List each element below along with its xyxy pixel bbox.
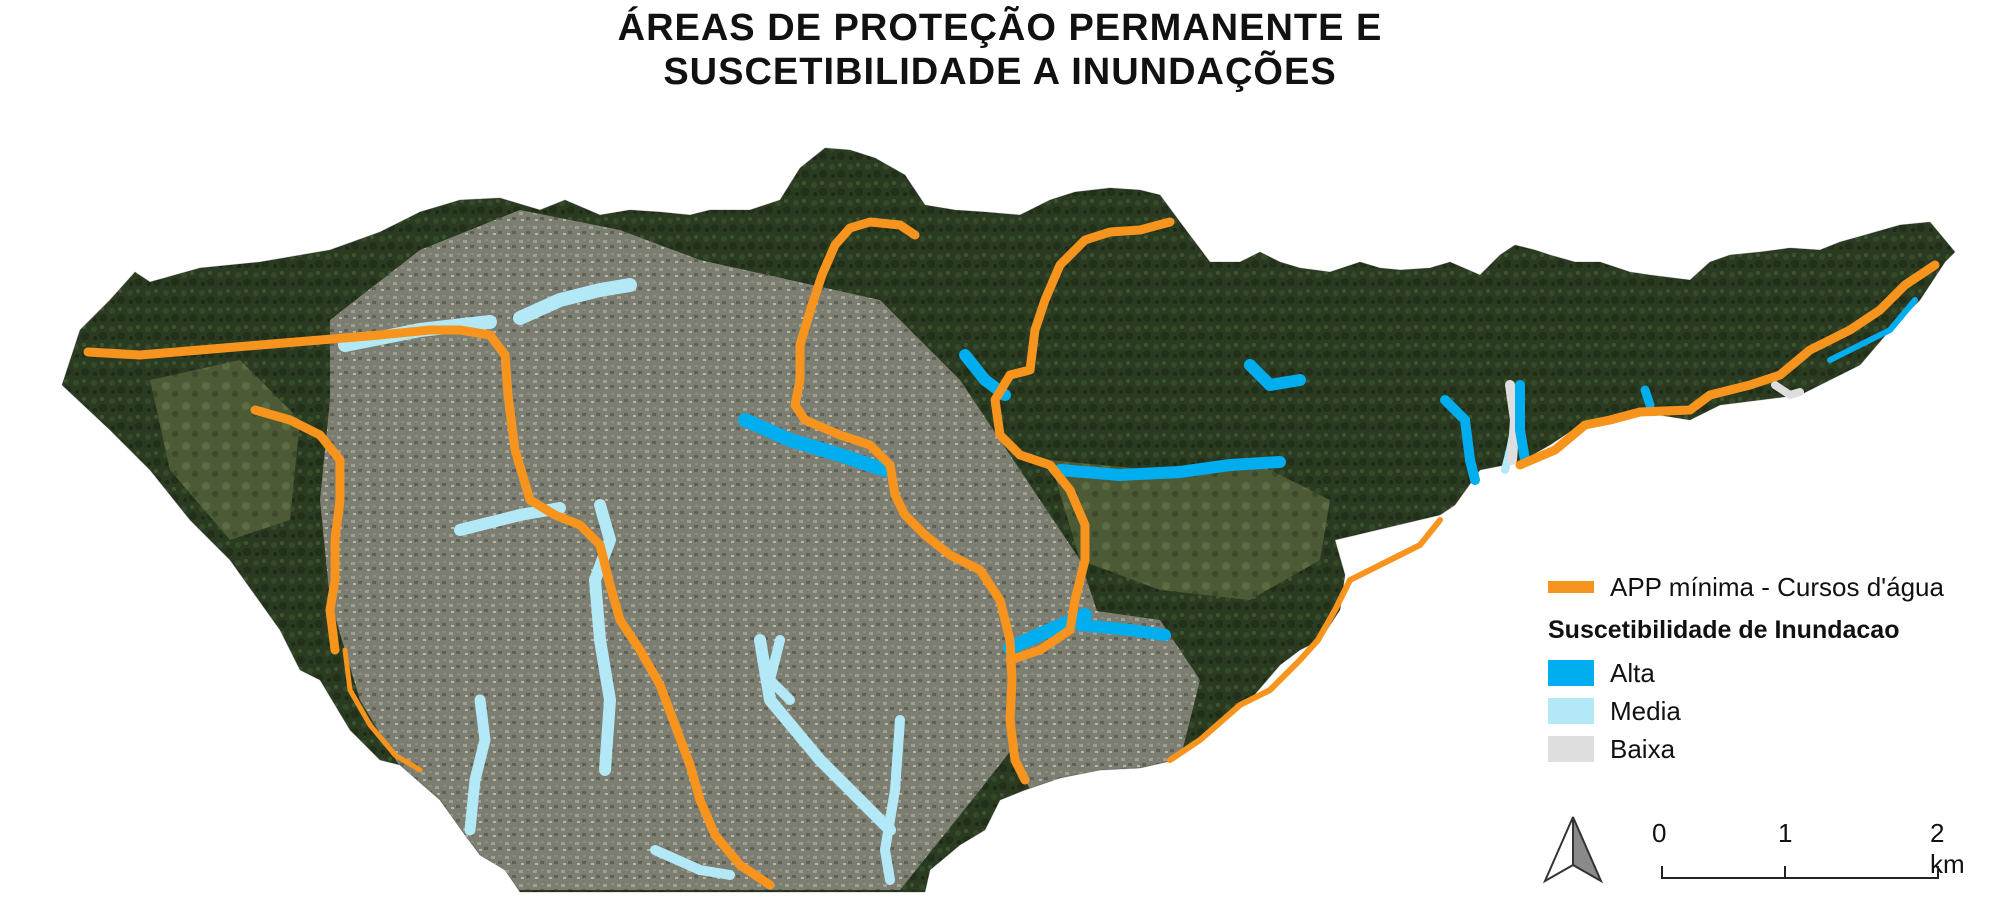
app-legend-label: APP mínima - Cursos d'água xyxy=(1610,571,1944,602)
medium-swatch xyxy=(1548,698,1594,724)
title-line-2: SUSCETIBILIDADE A INUNDAÇÕES xyxy=(663,51,1337,93)
high-swatch xyxy=(1548,660,1594,686)
agricultural-area xyxy=(1050,460,1330,600)
scale-bar: 0 1 2 km xyxy=(1652,818,1965,898)
scale-tick-0: 0 xyxy=(1652,818,1667,848)
app-river-3 xyxy=(790,217,1030,785)
app-river-1 xyxy=(83,325,775,890)
north-arrow-icon xyxy=(1542,816,1604,884)
low-label: Baixa xyxy=(1610,733,1676,764)
legend-class-medium: Media xyxy=(1548,692,1988,730)
app-edge-south xyxy=(342,647,423,773)
app-river-4 xyxy=(990,217,1175,665)
scale-tick-2: 2 km xyxy=(1930,818,1965,879)
map-title: ÁREAS DE PROTEÇÃO PERMANENTE E SUSCETIBI… xyxy=(0,6,2000,94)
agricultural-area-west xyxy=(150,360,300,540)
scale-bar-line xyxy=(1661,866,1939,879)
legend-class-low: Baixa xyxy=(1548,730,1988,768)
legend-app: APP mínima - Cursos d'água xyxy=(1548,568,1988,606)
title-line-1: ÁREAS DE PROTEÇÃO PERMANENTE E xyxy=(617,7,1383,49)
medium-label: Media xyxy=(1610,695,1681,726)
low-swatch xyxy=(1548,736,1594,762)
app-river-buffers xyxy=(83,217,1940,890)
map-legend: APP mínima - Cursos d'água Suscetibilida… xyxy=(1548,568,1988,768)
app-edge-east xyxy=(1515,260,1940,470)
urban-area-east xyxy=(1000,610,1200,790)
scale-tick-1: 1 xyxy=(1778,818,1793,848)
app-river-2 xyxy=(250,405,345,655)
app-edge-southeast xyxy=(1167,517,1443,763)
app-swatch xyxy=(1548,581,1594,593)
legend-class-high: Alta xyxy=(1548,654,1988,692)
high-label: Alta xyxy=(1610,657,1655,688)
legend-heading: Suscetibilidade de Inundacao xyxy=(1548,615,1900,644)
